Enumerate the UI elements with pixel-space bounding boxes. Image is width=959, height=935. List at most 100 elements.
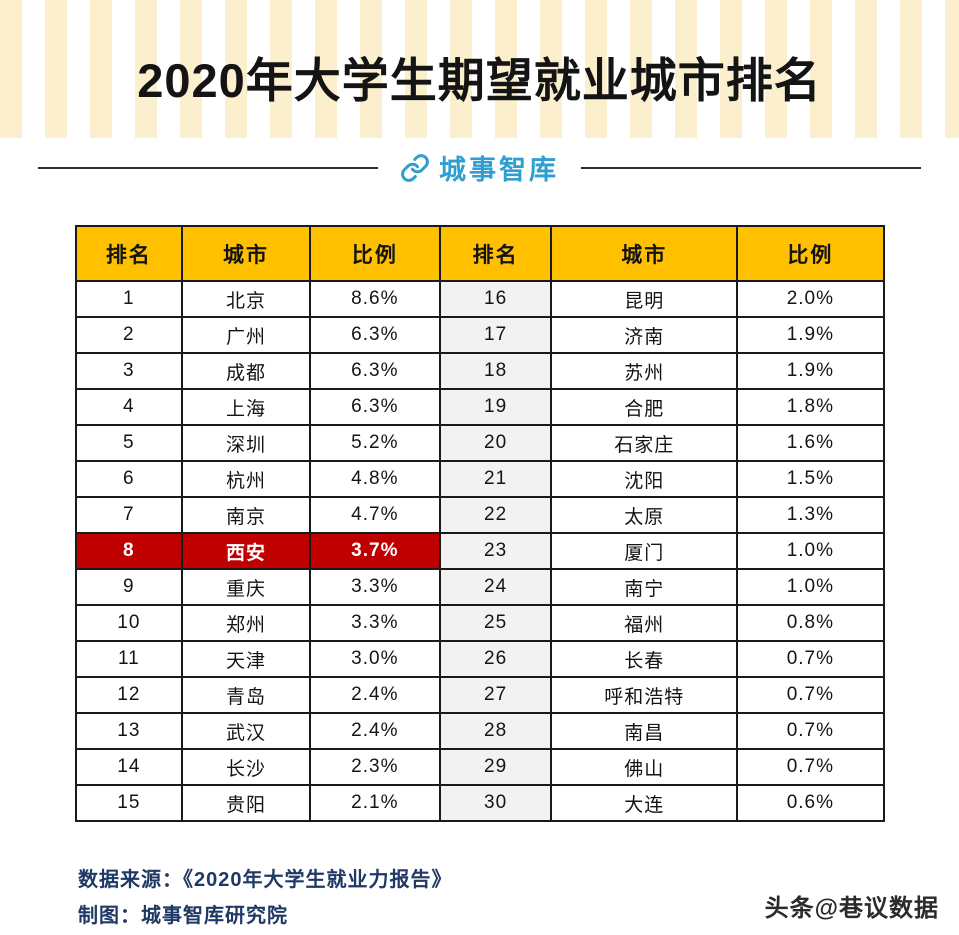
table-cell: 南京: [181, 496, 311, 534]
table-cell: 0.7%: [736, 712, 885, 750]
divider-line-right: [581, 166, 921, 169]
table-cell: 3.3%: [308, 568, 441, 606]
table-cell: 长沙: [181, 748, 311, 786]
table-cell: 西安: [181, 532, 311, 570]
table-cell: 0.7%: [736, 748, 885, 786]
table-row: 3 成都 6.3% 18 苏州 1.9%: [74, 352, 885, 390]
table-row: 5 深圳 5.2% 20 石家庄 1.6%: [74, 424, 885, 462]
table-cell: 沈阳: [550, 460, 739, 498]
watermark: 头条@巷议数据: [764, 895, 939, 922]
table-cell: 3.7%: [308, 532, 441, 570]
table-cell: 合肥: [550, 388, 739, 426]
table-cell: 4.7%: [308, 496, 441, 534]
table-row: 2 广州 6.3% 17 济南 1.9%: [74, 316, 885, 354]
table-header-row: 排名 城市 比例 排名 城市 比例: [74, 225, 885, 282]
table-cell: 石家庄: [550, 424, 739, 462]
table-cell: 杭州: [181, 460, 311, 498]
table-cell: 1.9%: [736, 316, 885, 354]
table-cell: 30: [438, 784, 553, 822]
table-cell: 13: [74, 712, 184, 750]
table-cell: 28: [438, 712, 553, 750]
footer: 数据来源：《2020年大学生就业力报告》 制图：城事智库研究院: [78, 862, 959, 934]
table-cell: 1.6%: [736, 424, 885, 462]
table-cell: 大连: [550, 784, 739, 822]
table-cell: 6.3%: [308, 316, 441, 354]
table-row: 11 天津 3.0% 26 长春 0.7%: [74, 640, 885, 678]
table-cell: 重庆: [181, 568, 311, 606]
table-cell: 8.6%: [308, 280, 441, 318]
table-row: 8 西安 3.7% 23 厦门 1.0%: [74, 532, 885, 570]
table-cell: 6.3%: [308, 352, 441, 390]
table-cell: 呼和浩特: [550, 676, 739, 714]
table-cell: 15: [74, 784, 184, 822]
table-cell: 11: [74, 640, 184, 678]
table-cell: 0.7%: [736, 676, 885, 714]
table-cell: 1.0%: [736, 568, 885, 606]
table-cell: 2.1%: [308, 784, 441, 822]
table-cell: 厦门: [550, 532, 739, 570]
table-row: 14 长沙 2.3% 29 佛山 0.7%: [74, 748, 885, 786]
table-cell: 2: [74, 316, 184, 354]
table-cell: 1.8%: [736, 388, 885, 426]
table-cell: 5.2%: [308, 424, 441, 462]
table-row: 13 武汉 2.4% 28 南昌 0.7%: [74, 712, 885, 750]
table-cell: 22: [438, 496, 553, 534]
table-cell: 1.9%: [736, 352, 885, 390]
table-cell: 贵阳: [181, 784, 311, 822]
table-cell: 12: [74, 676, 184, 714]
table-cell: 0.7%: [736, 640, 885, 678]
table-row: 1 北京 8.6% 16 昆明 2.0%: [74, 280, 885, 318]
logo-divider: 城事智库: [38, 148, 921, 187]
table-cell: 25: [438, 604, 553, 642]
ranking-table: 排名 城市 比例 排名 城市 比例 1 北京 8.6% 16 昆明 2.0% 2 广州 6.3% 17 济南 1…: [74, 225, 885, 822]
divider-line-left: [38, 166, 378, 169]
table-cell: 1.3%: [736, 496, 885, 534]
table-cell: 2.0%: [736, 280, 885, 318]
table-cell: 4.8%: [308, 460, 441, 498]
table-cell: 27: [438, 676, 553, 714]
table-cell: 8: [74, 532, 184, 570]
table-cell: 7: [74, 496, 184, 534]
table-cell: 武汉: [181, 712, 311, 750]
table-cell: 太原: [550, 496, 739, 534]
table-cell: 佛山: [550, 748, 739, 786]
table-row: 7 南京 4.7% 22 太原 1.3%: [74, 496, 885, 534]
table-cell: 23: [438, 532, 553, 570]
table-cell: 3.3%: [308, 604, 441, 642]
table-cell: 长春: [550, 640, 739, 678]
table-cell: 6.3%: [308, 388, 441, 426]
table-cell: 广州: [181, 316, 311, 354]
table-cell: 北京: [181, 280, 311, 318]
column-header: 排名: [74, 225, 184, 282]
table-cell: 1.0%: [736, 532, 885, 570]
table-cell: 上海: [181, 388, 311, 426]
column-header: 排名: [438, 225, 553, 282]
column-header: 比例: [736, 225, 885, 282]
table-cell: 南昌: [550, 712, 739, 750]
table-row: 15 贵阳 2.1% 30 大连 0.6%: [74, 784, 885, 822]
table-cell: 2.4%: [308, 676, 441, 714]
table-cell: 济南: [550, 316, 739, 354]
table-cell: 16: [438, 280, 553, 318]
table-cell: 0.8%: [736, 604, 885, 642]
table-cell: 3.0%: [308, 640, 441, 678]
logo: 城事智库: [378, 148, 581, 187]
table-cell: 南宁: [550, 568, 739, 606]
table-cell: 2.4%: [308, 712, 441, 750]
column-header: 比例: [308, 225, 441, 282]
table-row: 9 重庆 3.3% 24 南宁 1.0%: [74, 568, 885, 606]
table-cell: 4: [74, 388, 184, 426]
table-cell: 20: [438, 424, 553, 462]
table-cell: 2.3%: [308, 748, 441, 786]
table-cell: 1: [74, 280, 184, 318]
table-cell: 深圳: [181, 424, 311, 462]
decorative-stripes: 2020年大学生期望就业城市排名: [0, 0, 959, 138]
table-cell: 17: [438, 316, 553, 354]
table-row: 4 上海 6.3% 19 合肥 1.8%: [74, 388, 885, 426]
table-cell: 3: [74, 352, 184, 390]
table-cell: 苏州: [550, 352, 739, 390]
table-row: 6 杭州 4.8% 21 沈阳 1.5%: [74, 460, 885, 498]
table-cell: 0.6%: [736, 784, 885, 822]
table-cell: 19: [438, 388, 553, 426]
